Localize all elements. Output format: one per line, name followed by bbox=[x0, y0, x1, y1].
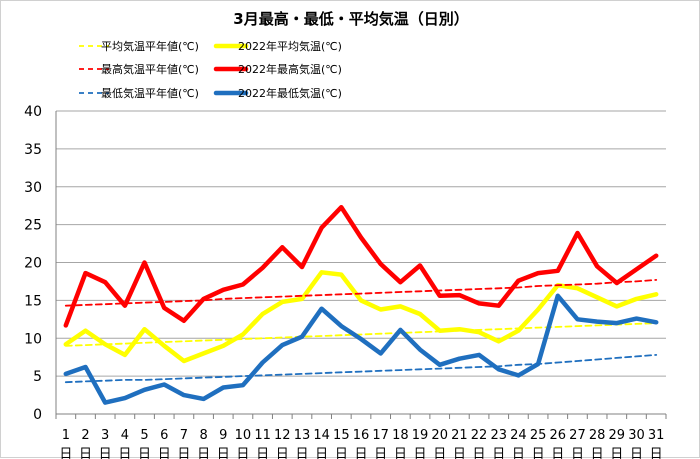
x-tick-unit: 日 bbox=[158, 447, 171, 459]
x-tick-label: 29 bbox=[609, 428, 626, 443]
y-tick-label: 0 bbox=[33, 407, 42, 423]
x-tick-unit: 日 bbox=[650, 447, 663, 459]
x-tick-label: 12 bbox=[274, 428, 291, 443]
x-tick-unit: 日 bbox=[433, 447, 446, 459]
x-tick-unit: 日 bbox=[138, 447, 151, 459]
x-tick-labels: 1日2日3日4日5日6日7日8日9日10日11日12日13日14日15日16日1… bbox=[59, 428, 664, 459]
x-tick-unit: 日 bbox=[236, 447, 249, 459]
x-tick-label: 23 bbox=[490, 428, 507, 443]
y-tick-label: 25 bbox=[24, 218, 42, 234]
legend-label: 2022年最低気温(℃) bbox=[238, 86, 342, 100]
series-line-4 bbox=[64, 353, 658, 384]
y-tick-label: 20 bbox=[24, 256, 42, 272]
series-line-3 bbox=[63, 204, 659, 328]
x-tick-label: 14 bbox=[313, 428, 330, 443]
x-tick-label: 22 bbox=[471, 428, 488, 443]
x-tick-label: 6 bbox=[160, 428, 168, 443]
x-tick-unit: 日 bbox=[551, 447, 564, 459]
y-tick-label: 15 bbox=[24, 293, 42, 309]
x-tick-label: 30 bbox=[628, 428, 645, 443]
x-tick-label: 1 bbox=[62, 428, 70, 443]
legend-label: 平均気温平年値(℃) bbox=[101, 39, 199, 53]
x-tick-unit: 日 bbox=[315, 447, 328, 459]
series-line-5 bbox=[63, 293, 659, 405]
series-line-2 bbox=[64, 278, 658, 307]
legend: 平均気温平年値(℃) 2022年平均気温(℃) 最高気温平年値(℃) 2022年最高気… bbox=[79, 39, 342, 100]
x-tick-label: 4 bbox=[121, 428, 129, 443]
x-tick-label: 7 bbox=[180, 428, 188, 443]
x-tick-label: 13 bbox=[294, 428, 311, 443]
x-tick-label: 20 bbox=[431, 428, 448, 443]
x-tick-label: 2 bbox=[81, 428, 89, 443]
x-tick-unit: 日 bbox=[571, 447, 584, 459]
x-tick-unit: 日 bbox=[414, 447, 427, 459]
x-tick-unit: 日 bbox=[256, 447, 269, 459]
axes bbox=[55, 111, 667, 419]
x-tick-label: 17 bbox=[372, 428, 389, 443]
x-tick-label: 21 bbox=[451, 428, 468, 443]
x-tick-unit: 日 bbox=[118, 447, 131, 459]
x-tick-unit: 日 bbox=[217, 447, 230, 459]
x-tick-unit: 日 bbox=[59, 447, 72, 459]
x-tick-unit: 日 bbox=[532, 447, 545, 459]
series-line-0 bbox=[64, 322, 658, 347]
legend-label: 2022年最高気温(℃) bbox=[238, 62, 342, 76]
y-tick-label: 40 bbox=[24, 104, 42, 120]
x-tick-label: 25 bbox=[530, 428, 547, 443]
x-tick-label: 31 bbox=[648, 428, 665, 443]
x-tick-label: 3 bbox=[101, 428, 109, 443]
x-tick-unit: 日 bbox=[591, 447, 604, 459]
y-tick-label: 30 bbox=[24, 180, 42, 196]
x-tick-unit: 日 bbox=[453, 447, 466, 459]
x-tick-unit: 日 bbox=[610, 447, 623, 459]
x-tick-label: 8 bbox=[199, 428, 207, 443]
y-tick-label: 5 bbox=[33, 369, 42, 385]
x-tick-label: 26 bbox=[550, 428, 567, 443]
gridlines bbox=[56, 110, 666, 415]
x-tick-unit: 日 bbox=[177, 447, 190, 459]
x-tick-unit: 日 bbox=[394, 447, 407, 459]
x-tick-unit: 日 bbox=[354, 447, 367, 459]
x-tick-unit: 日 bbox=[512, 447, 525, 459]
x-tick-label: 9 bbox=[219, 428, 227, 443]
x-tick-unit: 日 bbox=[295, 447, 308, 459]
legend-label: 最低気温平年値(℃) bbox=[101, 86, 199, 100]
chart-title: 3月最高・最低・平均気温（日別） bbox=[233, 10, 468, 28]
x-tick-unit: 日 bbox=[335, 447, 348, 459]
y-tick-labels: 0 5 10 15 20 25 30 35 40 bbox=[24, 104, 42, 423]
x-tick-unit: 日 bbox=[99, 447, 112, 459]
x-tick-label: 27 bbox=[569, 428, 586, 443]
x-tick-label: 18 bbox=[392, 428, 409, 443]
x-tick-label: 5 bbox=[140, 428, 148, 443]
x-tick-label: 10 bbox=[235, 428, 252, 443]
x-tick-unit: 日 bbox=[276, 447, 289, 459]
y-tick-label: 10 bbox=[24, 331, 42, 347]
x-tick-unit: 日 bbox=[630, 447, 643, 459]
x-tick-unit: 日 bbox=[492, 447, 505, 459]
x-tick-unit: 日 bbox=[374, 447, 387, 459]
x-tick-label: 28 bbox=[589, 428, 606, 443]
x-tick-label: 16 bbox=[353, 428, 370, 443]
x-tick-unit: 日 bbox=[473, 447, 486, 459]
series-lines bbox=[63, 204, 659, 405]
x-tick-label: 15 bbox=[333, 428, 350, 443]
y-tick-label: 35 bbox=[24, 142, 42, 158]
x-tick-unit: 日 bbox=[79, 447, 92, 459]
legend-label: 最高気温平年値(℃) bbox=[101, 62, 199, 76]
x-tick-label: 24 bbox=[510, 428, 527, 443]
x-tick-label: 11 bbox=[254, 428, 271, 443]
x-tick-unit: 日 bbox=[197, 447, 210, 459]
x-tick-label: 19 bbox=[412, 428, 429, 443]
legend-label: 2022年平均気温(℃) bbox=[238, 39, 342, 53]
